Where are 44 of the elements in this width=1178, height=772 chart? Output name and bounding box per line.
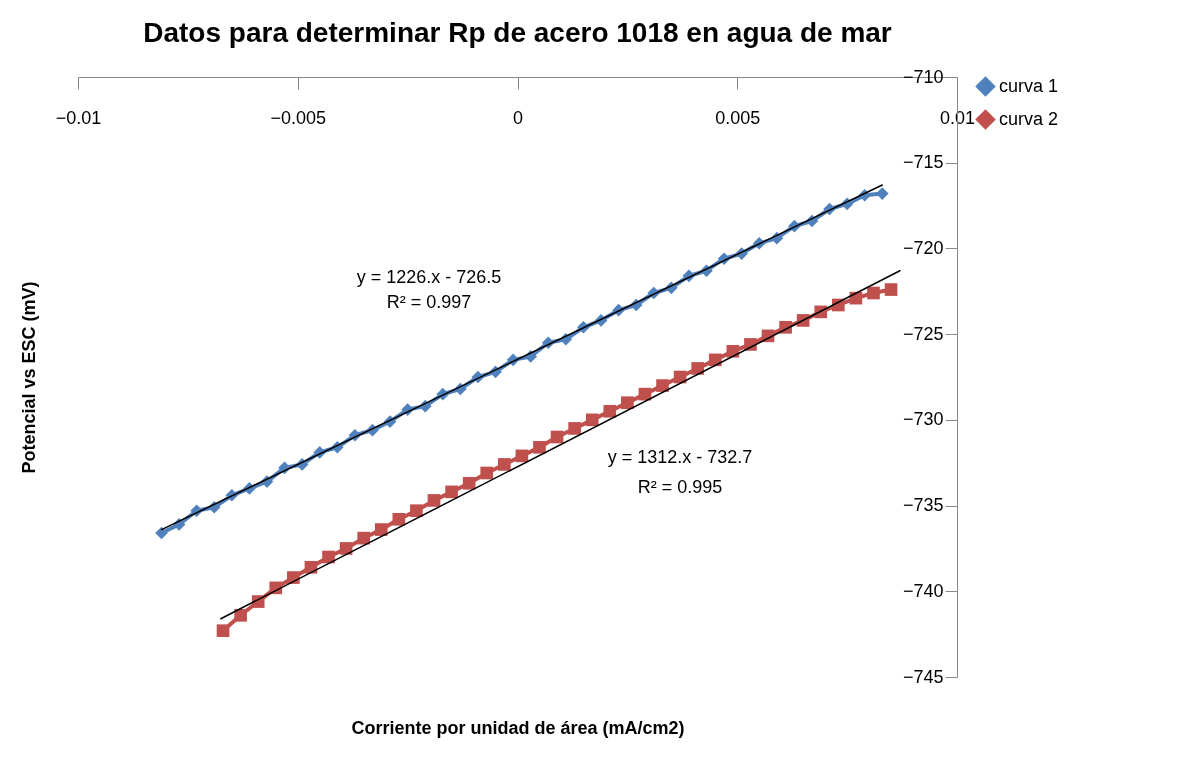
x-tick-label: −0.005 [270,107,327,128]
point [497,458,511,471]
legend-label: curva 1 [999,75,1059,96]
point [322,550,335,564]
point [533,440,546,454]
y-tick-label: −735 [902,495,944,516]
point [427,494,441,507]
point [480,466,494,480]
point [656,379,669,392]
point [374,523,388,536]
y-tick-label: −730 [902,409,944,430]
y-tick-label: −740 [902,580,944,601]
point [357,531,370,545]
point [445,485,458,499]
point [216,624,230,638]
y-axis-title: Potencial vs ESC (mV) [18,281,39,474]
x-tick-label: 0 [512,107,524,128]
point [603,404,617,418]
point [550,430,564,444]
annotation: R² = 0.997 [386,292,472,312]
annotation: R² = 0.995 [637,477,723,497]
point [621,396,634,410]
point [585,413,599,427]
point [462,476,476,490]
annotation: y = 1312.x - 732.7 [607,447,753,467]
point [234,608,247,622]
x-tick-label: 0.005 [715,107,761,128]
point [392,512,406,526]
x-axis-title: Corriente por unidad de área (mA/cm2) [351,717,685,738]
point [568,422,581,435]
point [875,187,889,200]
x-tick-label: −0.01 [55,107,102,128]
annotation: y = 1226.x - 726.5 [356,267,502,287]
y-tick-label: −715 [902,152,944,173]
point [691,362,705,375]
chart-title: Datos para determinar Rp de acero 1018 en agua de mar [143,17,892,48]
y-tick-label: −725 [902,323,944,344]
legend-label: curva 2 [999,108,1059,129]
y-tick-label: −745 [902,666,944,687]
y-tick-label: −710 [902,66,944,87]
y-tick-label: −720 [902,237,944,258]
point [884,283,898,296]
point [867,286,880,300]
point [410,504,423,518]
